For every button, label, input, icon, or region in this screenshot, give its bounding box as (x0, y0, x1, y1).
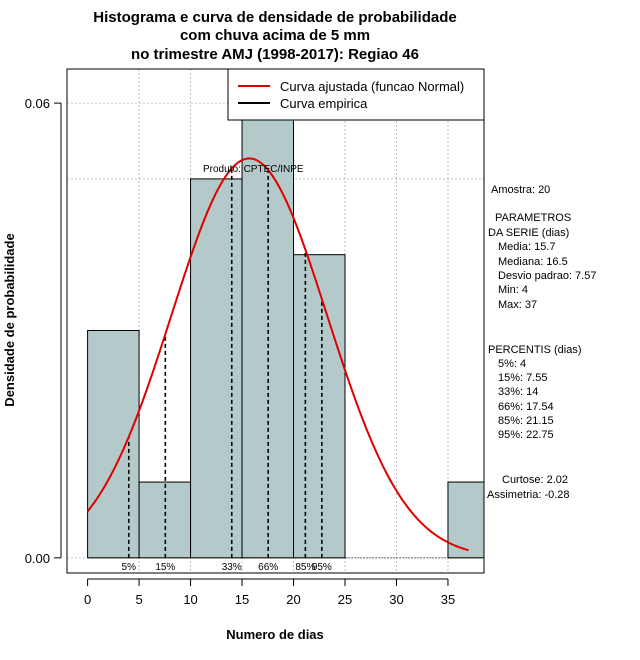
stat-p15: 15%: 7.55 (498, 372, 548, 384)
product-annotation: Produto: CPTEC/INPE (203, 164, 304, 175)
x-tick-label: 25 (338, 592, 352, 607)
legend-label-normal: Curva ajustada (funcao Normal) (280, 79, 464, 94)
stat-p85: 85%: 21.15 (498, 415, 554, 427)
stat-p66: 66%: 17.54 (498, 401, 554, 413)
stat-p5: 5%: 4 (498, 358, 526, 370)
stat-desvio: Desvio padrao: 7.57 (498, 270, 596, 282)
legend-box (227, 68, 485, 121)
x-axis-title: Numero de dias (226, 627, 324, 642)
histogram-bar (447, 481, 485, 559)
percentile-labels: 5% 15% 33% 66% 85%95% (122, 562, 332, 573)
y-axis-title: Densidade de probabilidade (2, 233, 17, 406)
chart-title-line-2: com chuva acima de 5 mm (180, 27, 370, 44)
stat-media: Media: 15.7 (498, 241, 555, 253)
percentile-label: 85% (295, 562, 315, 573)
stat-max: Max: 37 (498, 299, 537, 311)
y-axis: 0.00 0.06 (25, 96, 62, 566)
y-tick-label: 0.06 (25, 96, 50, 111)
x-tick-label: 5 (135, 592, 142, 607)
percentile-label: 5% (122, 562, 137, 573)
histogram-bar (293, 254, 346, 559)
percentile-label: 15% (155, 562, 175, 573)
legend-label-empirical: Curva empirica (280, 96, 368, 111)
x-tick-label: 0 (84, 592, 91, 607)
legend: Curva ajustada (funcao Normal) Curva emp… (227, 68, 485, 121)
percentile-lines (127, 168, 323, 558)
stat-parametros-title-1: PARAMETROS (495, 212, 571, 224)
stat-p33: 33%: 14 (498, 386, 538, 398)
histogram-bar (190, 178, 243, 559)
stat-percentis-title: PERCENTIS (dias) (488, 344, 582, 356)
x-tick-label: 35 (441, 592, 455, 607)
chart-title-line-1: Histograma e curva de densidade de proba… (93, 9, 456, 26)
normal-curve (86, 157, 469, 552)
y-tick-label: 0.00 (25, 551, 50, 566)
percentile-label: 95% (312, 562, 332, 573)
histogram-bar (87, 329, 140, 559)
x-axis: 0 5 10 15 20 25 30 35 (84, 578, 455, 607)
stat-p95: 95%: 22.75 (498, 429, 554, 441)
percentile-label: 66% (258, 562, 278, 573)
stat-parametros-title-2: DA SERIE (dias) (488, 227, 569, 239)
stat-curtose: Curtose: 2.02 (502, 474, 568, 486)
x-tick-label: 10 (183, 592, 197, 607)
stat-mediana: Mediana: 16.5 (498, 256, 568, 268)
stat-min: Min: 4 (498, 284, 528, 296)
x-tick-label: 30 (389, 592, 403, 607)
stats-panel: Amostra: 20 PARAMETROS DA SERIE (dias) M… (487, 184, 596, 501)
stat-amostra: Amostra: 20 (491, 184, 550, 196)
percentile-label: 33% (222, 562, 242, 573)
x-tick-label: 20 (286, 592, 300, 607)
chart-title-line-3: no trimestre AMJ (1998-2017): Regiao 46 (131, 46, 419, 63)
stat-assimetria: Assimetria: -0.28 (487, 489, 570, 501)
x-tick-label: 15 (235, 592, 249, 607)
